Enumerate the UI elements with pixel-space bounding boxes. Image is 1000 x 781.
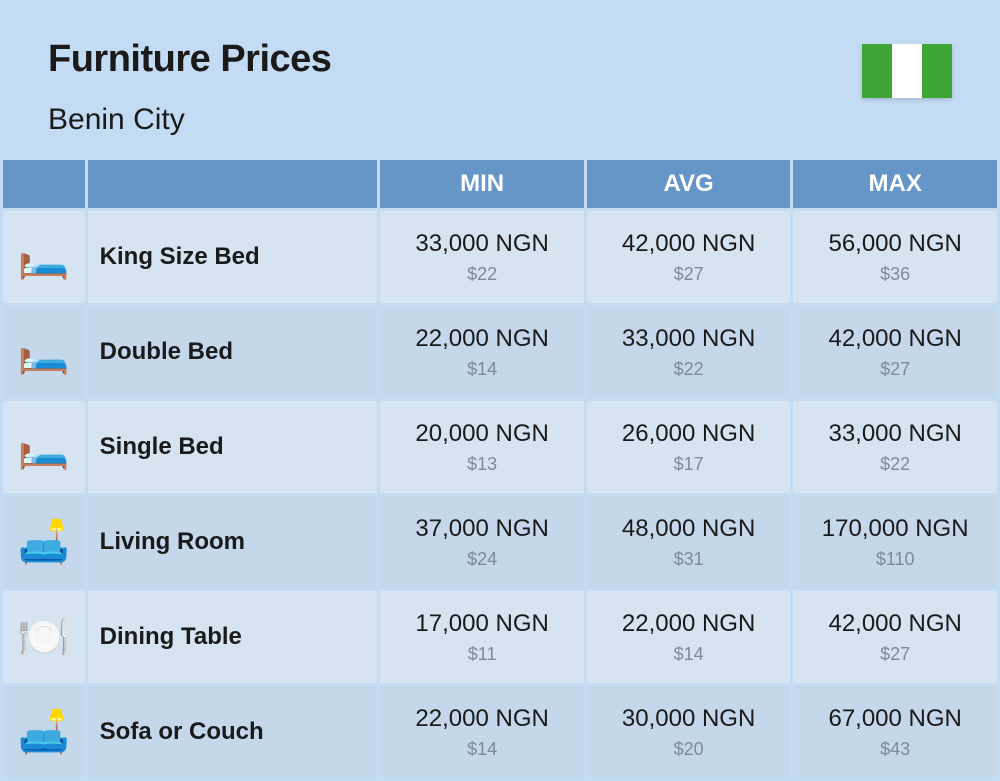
max-usd: $110 <box>793 549 997 570</box>
min-usd: $14 <box>380 359 583 380</box>
max-cell: 42,000 NGN $27 <box>793 306 997 398</box>
furniture-icon: 🛏️ <box>3 211 85 303</box>
max-usd: $36 <box>793 264 997 285</box>
max-usd: $27 <box>793 359 997 380</box>
table-row: 🛏️Single Bed20,000 NGN $1326,000 NGN $1733… <box>3 401 997 493</box>
header-avg: AVG <box>587 160 790 208</box>
furniture-icon: 🛋️ <box>3 496 85 588</box>
min-cell: 22,000 NGN $14 <box>380 306 583 398</box>
min-ngn: 17,000 NGN <box>380 610 583 638</box>
avg-cell: 42,000 NGN $27 <box>587 211 790 303</box>
max-usd: $43 <box>793 739 997 760</box>
min-ngn: 37,000 NGN <box>380 515 583 543</box>
min-cell: 33,000 NGN $22 <box>380 211 583 303</box>
min-cell: 17,000 NGN $11 <box>380 591 583 683</box>
avg-cell: 26,000 NGN $17 <box>587 401 790 493</box>
avg-cell: 33,000 NGN $22 <box>587 306 790 398</box>
table-row: 🛏️King Size Bed33,000 NGN $2242,000 NGN $2… <box>3 211 997 303</box>
table-row: 🛋️Living Room37,000 NGN $2448,000 NGN $311… <box>3 496 997 588</box>
furniture-icon: 🛋️ <box>3 686 85 778</box>
min-ngn: 20,000 NGN <box>380 420 583 448</box>
item-name: Single Bed <box>88 401 378 493</box>
header-name-col <box>88 160 378 208</box>
item-name: Sofa or Couch <box>88 686 378 778</box>
furniture-icon: 🍽️ <box>3 591 85 683</box>
avg-usd: $20 <box>587 739 790 760</box>
avg-ngn: 26,000 NGN <box>587 420 790 448</box>
min-cell: 20,000 NGN $13 <box>380 401 583 493</box>
min-usd: $11 <box>380 644 583 665</box>
item-name: Dining Table <box>88 591 378 683</box>
max-cell: 170,000 NGN $110 <box>793 496 997 588</box>
avg-ngn: 48,000 NGN <box>587 515 790 543</box>
price-table: MIN AVG MAX 🛏️King Size Bed33,000 NGN$22… <box>0 157 1000 781</box>
item-name: King Size Bed <box>88 211 378 303</box>
furniture-icon: 🛏️ <box>3 401 85 493</box>
max-ngn: 56,000 NGN <box>793 230 997 258</box>
max-usd: $22 <box>793 454 997 475</box>
min-usd: $22 <box>380 264 583 285</box>
page-subtitle: Benin City <box>48 103 331 137</box>
min-usd: $14 <box>380 739 583 760</box>
min-cell: 22,000 NGN $14 <box>380 686 583 778</box>
avg-ngn: 42,000 NGN <box>587 230 790 258</box>
table-row: 🍽️Dining Table17,000 NGN $1122,000 NGN $14… <box>3 591 997 683</box>
max-ngn: 42,000 NGN <box>793 610 997 638</box>
avg-ngn: 30,000 NGN <box>587 705 790 733</box>
header-icon-col <box>3 160 85 208</box>
min-usd: $24 <box>380 549 583 570</box>
furniture-icon: 🛏️ <box>3 306 85 398</box>
max-ngn: 170,000 NGN <box>793 515 997 543</box>
page-title: Furniture Prices <box>48 38 331 81</box>
max-ngn: 33,000 NGN <box>793 420 997 448</box>
max-ngn: 42,000 NGN <box>793 325 997 353</box>
avg-ngn: 22,000 NGN <box>587 610 790 638</box>
table-row: 🛋️Sofa or Couch22,000 NGN $1430,000 NGN $2… <box>3 686 997 778</box>
avg-cell: 30,000 NGN $20 <box>587 686 790 778</box>
avg-usd: $31 <box>587 549 790 570</box>
max-cell: 56,000 NGN $36 <box>793 211 997 303</box>
nigeria-flag-icon <box>862 44 952 98</box>
min-usd: $13 <box>380 454 583 475</box>
header: Furniture Prices Benin City <box>0 0 1000 157</box>
avg-cell: 22,000 NGN $14 <box>587 591 790 683</box>
header-max: MAX <box>793 160 997 208</box>
avg-usd: $17 <box>587 454 790 475</box>
avg-usd: $27 <box>587 264 790 285</box>
max-usd: $27 <box>793 644 997 665</box>
max-cell: 67,000 NGN $43 <box>793 686 997 778</box>
table-header-row: MIN AVG MAX <box>3 160 997 208</box>
max-ngn: 67,000 NGN <box>793 705 997 733</box>
min-ngn: 33,000 NGN <box>380 230 583 258</box>
item-name: Double Bed <box>88 306 378 398</box>
avg-usd: $22 <box>587 359 790 380</box>
item-name: Living Room <box>88 496 378 588</box>
min-ngn: 22,000 NGN <box>380 325 583 353</box>
table-row: 🛏️Double Bed22,000 NGN $1433,000 NGN $2242… <box>3 306 997 398</box>
header-min: MIN <box>380 160 583 208</box>
min-cell: 37,000 NGN $24 <box>380 496 583 588</box>
avg-ngn: 33,000 NGN <box>587 325 790 353</box>
min-ngn: 22,000 NGN <box>380 705 583 733</box>
avg-cell: 48,000 NGN $31 <box>587 496 790 588</box>
titles: Furniture Prices Benin City <box>48 38 331 137</box>
avg-usd: $14 <box>587 644 790 665</box>
max-cell: 33,000 NGN $22 <box>793 401 997 493</box>
max-cell: 42,000 NGN $27 <box>793 591 997 683</box>
